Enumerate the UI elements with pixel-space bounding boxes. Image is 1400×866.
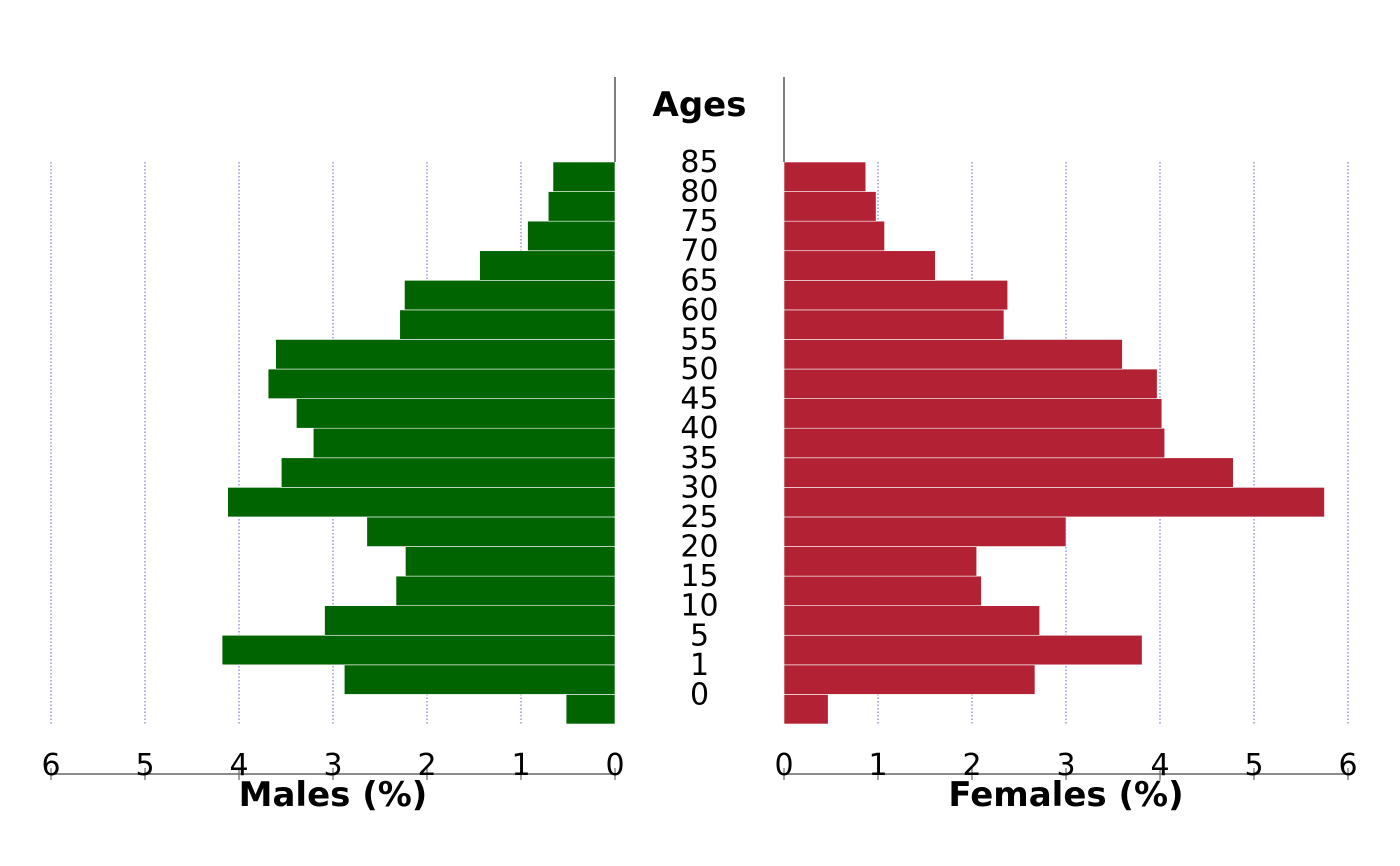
bar-female-20 [783, 546, 977, 577]
x-tick-label-left: 1 [511, 748, 530, 783]
bar-female-35 [783, 457, 1234, 488]
bar-female-75 [783, 220, 885, 252]
bar-female-25 [783, 516, 1067, 547]
x-axis-left-title: Males (%) [239, 775, 428, 815]
bar-male-75 [527, 220, 616, 252]
bar-female-10 [783, 605, 1040, 636]
x-tick-label-right: 0 [774, 748, 793, 783]
x-tick-label-left: 4 [229, 748, 248, 783]
x-tick-label-left: 0 [605, 748, 624, 783]
bar-female-50 [783, 368, 1158, 399]
bar-male-45 [296, 398, 616, 429]
bar-female-5 [783, 634, 1143, 666]
bar-female-15 [783, 575, 982, 606]
x-tick-label-left: 3 [323, 748, 342, 783]
bar-male-0 [565, 694, 616, 725]
bar-female-70 [783, 250, 936, 281]
bar-female-30 [783, 487, 1325, 518]
x-axis-right-title: Females (%) [948, 775, 1183, 815]
bar-female-80 [783, 191, 877, 222]
age-label-40: 40 [680, 411, 718, 446]
age-label-50: 50 [680, 352, 718, 387]
bar-male-50 [267, 368, 616, 399]
x-tick-label-right: 2 [962, 748, 981, 783]
bar-male-5 [221, 634, 616, 666]
bar-female-1 [783, 664, 1036, 695]
age-label-20: 20 [680, 530, 718, 565]
age-label-75: 75 [680, 204, 718, 239]
bar-female-0 [783, 694, 829, 725]
bar-male-65 [404, 280, 616, 311]
bar-male-25 [366, 516, 616, 547]
bar-male-30 [227, 487, 616, 518]
age-label-15: 15 [680, 559, 718, 594]
bar-male-80 [547, 191, 616, 222]
bar-male-60 [399, 309, 616, 340]
labels: Ages Males (%) Females (%) 0 01 12 23 34 45 56… [41, 85, 1357, 815]
x-tick-label-right: 6 [1338, 748, 1357, 783]
age-label-0: 0 [690, 677, 709, 712]
bar-female-40 [783, 427, 1166, 459]
age-label-85: 85 [680, 145, 718, 180]
x-tick-label-left: 6 [41, 748, 60, 783]
age-label-1: 1 [690, 648, 709, 683]
age-label-5: 5 [690, 618, 709, 653]
age-label-35: 35 [680, 441, 718, 476]
age-label-45: 45 [680, 382, 718, 417]
bar-male-35 [280, 457, 616, 488]
x-tick-label-right: 1 [868, 748, 887, 783]
bar-male-70 [479, 250, 616, 281]
bar-male-85 [552, 161, 616, 192]
bar-male-1 [343, 664, 616, 695]
age-label-55: 55 [680, 322, 718, 357]
age-label-65: 65 [680, 263, 718, 298]
bar-male-10 [324, 605, 616, 636]
bar-male-20 [405, 546, 616, 577]
x-tick-label-left: 5 [135, 748, 154, 783]
age-label-10: 10 [680, 589, 718, 624]
bars [221, 161, 1325, 725]
bar-female-60 [783, 309, 1005, 340]
bar-female-65 [783, 280, 1009, 311]
bar-female-45 [783, 398, 1163, 429]
x-tick-label-right: 4 [1150, 748, 1169, 783]
bar-male-15 [395, 575, 616, 606]
axes [50, 77, 1349, 780]
bar-female-85 [783, 161, 867, 192]
bar-female-55 [783, 339, 1123, 370]
age-label-25: 25 [680, 500, 718, 535]
age-label-70: 70 [680, 234, 718, 269]
x-tick-label-left: 2 [417, 748, 436, 783]
age-label-80: 80 [680, 175, 718, 210]
age-label-60: 60 [680, 293, 718, 328]
x-tick-label-right: 5 [1244, 748, 1263, 783]
bar-male-55 [275, 339, 616, 370]
bar-male-40 [312, 427, 616, 459]
age-label-30: 30 [680, 470, 718, 505]
ages-title: Ages [653, 85, 747, 125]
x-tick-label-right: 3 [1056, 748, 1075, 783]
